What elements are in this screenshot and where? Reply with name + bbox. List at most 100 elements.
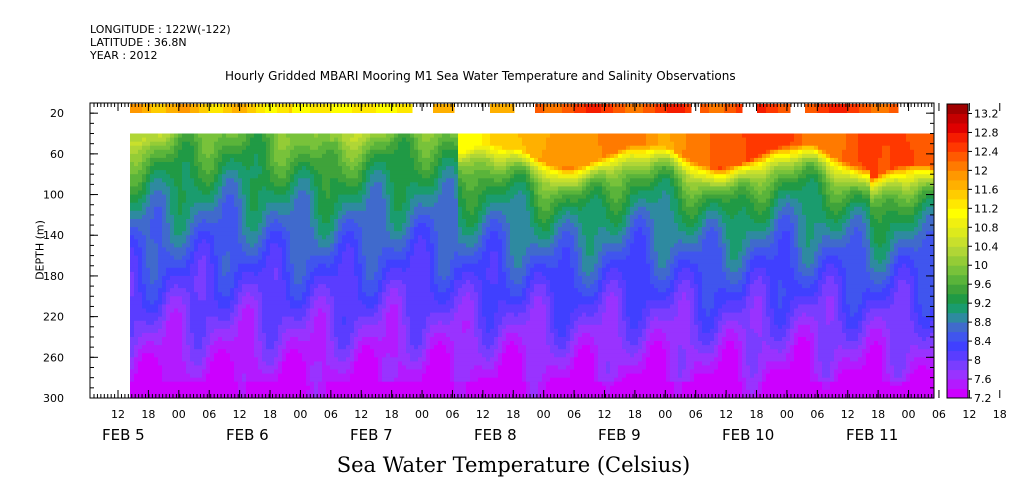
y-tick-label: 100 [43,189,64,202]
colorbar-swatch [947,379,968,389]
y-tick-label: 260 [43,351,64,364]
colorbar-label: 10.8 [974,221,999,234]
x-tick-label: 06 [810,408,824,421]
colorbar-label: 7.6 [974,373,992,386]
y-axis-label: DEPTH (m) [33,220,47,280]
colorbar-swatch [947,104,968,114]
colorbar-label: 12 [974,164,988,177]
colorbar-label: 13.2 [974,107,999,120]
x-tick-label: 06 [202,408,216,421]
x-tick-label: 06 [324,408,338,421]
colorbar-label: 8 [974,354,981,367]
x-tick-label: 12 [476,408,490,421]
colorbar-swatch [947,217,968,228]
colorbar-label: 7.2 [974,392,992,405]
colorbar-swatch [947,123,968,133]
colorbar-swatch [947,388,968,399]
x-tick-label: 06 [567,408,581,421]
y-tick-label: 140 [43,229,64,242]
x-tick-label: 06 [932,408,946,421]
colorbar-swatch [947,322,968,333]
colorbar-swatch [947,113,968,124]
colorbar-swatch [947,170,968,181]
x-tick-label: 06 [445,408,459,421]
x-tick-label: 00 [902,408,916,421]
x-tick-label: 12 [111,408,125,421]
x-tick-label: 00 [537,408,551,421]
x-tick-label: 12 [719,408,733,421]
x-tick-label: 12 [597,408,611,421]
colorbar-swatch [947,236,968,247]
colorbar-swatch [947,274,968,285]
x-day-label: FEB 8 [474,426,517,444]
x-tick-label: 00 [172,408,186,421]
y-tick-label: 60 [50,148,64,161]
colorbar-swatch [947,331,968,342]
colorbar-label: 11.6 [974,183,999,196]
colorbar-swatch [947,369,968,380]
colorbar-label: 10 [974,259,988,272]
year-label: YEAR : 2012 [90,49,158,62]
x-tick-label: 18 [750,408,764,421]
x-day-label: FEB 11 [846,426,898,444]
x-tick-label: 00 [415,408,429,421]
colorbar-swatch [947,132,968,143]
colorbar-swatch [947,160,968,171]
colorbar-swatch [947,246,968,257]
colorbar-swatch [947,303,968,314]
x-day-label: FEB 9 [598,426,641,444]
colorbar-swatch [947,265,968,276]
heatmap-field [130,133,935,399]
colorbar-label: 12.8 [974,126,999,139]
colorbar-swatch [947,350,968,361]
colorbar-label: 9.2 [974,297,992,310]
colorbar-swatch [947,312,968,323]
x-day-label: FEB 6 [226,426,269,444]
x-tick-label: 00 [658,408,672,421]
x-tick-label: 00 [293,408,307,421]
colorbar-label: 8.4 [974,335,992,348]
surface-strip [130,104,899,113]
colorbar-swatch [947,293,968,304]
x-tick-label: 00 [780,408,794,421]
colorbar-swatch [947,151,968,162]
latitude-label: LATITUDE : 36.8N [90,36,187,49]
x-day-label: FEB 10 [722,426,774,444]
colorbar-swatch [947,341,968,352]
x-tick-label: 18 [628,408,642,421]
colorbar-swatch [947,198,968,209]
y-tick-label: 300 [43,392,64,405]
colorbar-swatch [947,255,968,266]
x-tick-label: 12 [354,408,368,421]
y-tick-label: 220 [43,311,64,324]
colorbar-label: 11.2 [974,202,999,215]
chart-title: Hourly Gridded MBARI Mooring M1 Sea Wate… [225,69,736,83]
x-tick-label: 18 [385,408,399,421]
colorbar-label: 10.4 [974,240,999,253]
x-day-label: FEB 7 [350,426,393,444]
x-tick-label: 18 [263,408,277,421]
x-axis-title: Sea Water Temperature (Celsius) [336,453,691,477]
x-tick-label: 12 [962,408,976,421]
longitude-label: LONGITUDE : 122W(-122) [90,23,231,36]
colorbar-label: 9.6 [974,278,992,291]
x-tick-label: 18 [871,408,885,421]
colorbar-swatch [947,141,968,152]
colorbar-frame [946,103,969,399]
colorbar-label: 8.8 [974,316,992,329]
x-tick-label: 18 [141,408,155,421]
x-tick-label: 18 [993,408,1007,421]
x-tick-label: 12 [233,408,247,421]
colorbar-swatch [947,208,968,219]
colorbar-swatch [947,189,968,200]
colorbar-swatch [947,227,968,238]
colorbar-swatch [947,360,968,371]
colorbar-swatch [947,284,968,295]
plot-frame [89,102,935,399]
x-tick-label: 18 [506,408,520,421]
colorbar-swatch [947,179,968,190]
x-tick-label: 12 [841,408,855,421]
y-tick-label: 20 [50,107,64,120]
x-tick-label: 06 [689,408,703,421]
